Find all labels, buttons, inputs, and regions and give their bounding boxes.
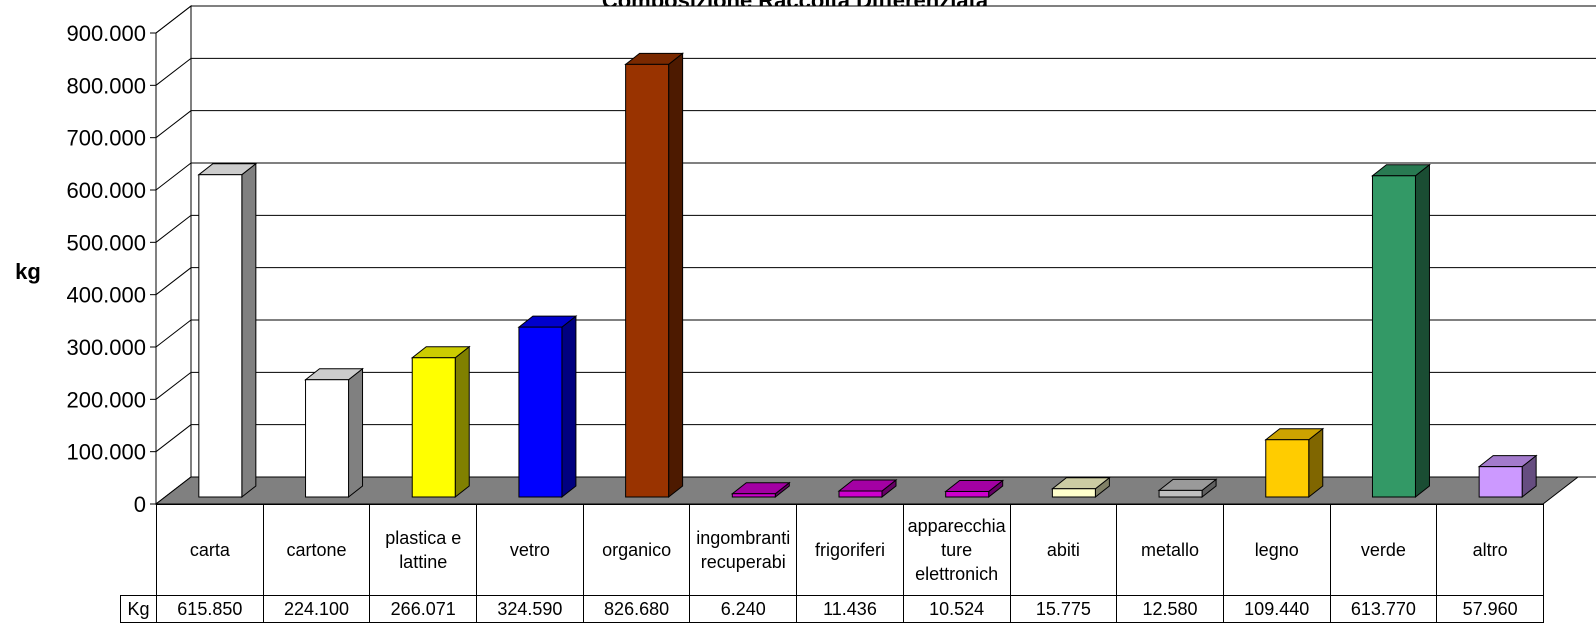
bar-front — [1265, 439, 1310, 498]
value-label: 10.524 — [902, 595, 1011, 623]
bar — [517, 315, 578, 499]
bar-front — [1371, 175, 1416, 498]
grid-line — [155, 267, 1596, 296]
value-label: 613.770 — [1329, 595, 1438, 623]
grid-line — [155, 214, 1596, 243]
y-tick-label: 900.000 — [66, 21, 146, 46]
data-table: carta cartone plastica e lattine vetro organ… — [120, 504, 1544, 623]
category-label: apparecchiature elettronich — [902, 504, 1011, 596]
grid-line — [155, 319, 1596, 348]
bar — [1371, 163, 1431, 499]
bar-front — [1478, 466, 1523, 498]
y-tick-label: 800.000 — [66, 73, 146, 98]
bar — [944, 479, 1005, 499]
bar-side — [241, 162, 257, 499]
value-label: 6.240 — [689, 595, 798, 623]
bar-front — [305, 379, 350, 498]
y-tick-label: 600.000 — [66, 178, 146, 203]
category-label: cartone — [262, 504, 371, 596]
value-label: 15.775 — [1009, 595, 1118, 623]
bar-front — [838, 490, 883, 498]
category-label: metallo — [1116, 504, 1224, 596]
category-label: organico — [582, 504, 691, 596]
bar-side — [454, 345, 470, 499]
grid-line — [155, 371, 1596, 400]
grid-line — [155, 110, 1596, 139]
bar — [1157, 478, 1218, 499]
bar-side — [1414, 163, 1430, 499]
y-tick-label: 100.000 — [66, 440, 146, 465]
bar-front — [625, 63, 670, 498]
bar — [1477, 454, 1538, 499]
y-tick-label: 700.000 — [66, 126, 146, 151]
bar-front — [1051, 488, 1096, 498]
bar-front — [198, 174, 243, 498]
value-label: 109.440 — [1222, 595, 1331, 623]
value-label: 224.100 — [262, 595, 371, 623]
bar-side — [561, 315, 577, 499]
grid-line — [155, 162, 1596, 191]
y-tick-label: 300.000 — [66, 335, 146, 360]
value-label: 324.590 — [476, 595, 584, 623]
value-label: 12.580 — [1116, 595, 1224, 623]
value-label: 57.960 — [1436, 595, 1544, 623]
value-label: 615.850 — [156, 595, 264, 623]
grid-line — [155, 5, 1596, 34]
bar-side — [1308, 427, 1324, 499]
bar — [410, 345, 471, 499]
bar-front — [945, 490, 990, 498]
row-header: Kg — [120, 595, 157, 623]
category-label: altro — [1436, 504, 1544, 596]
bar-side — [668, 52, 684, 499]
bar — [837, 478, 898, 499]
category-label: verde — [1329, 504, 1438, 596]
bar — [624, 52, 685, 499]
grid-line — [155, 424, 1596, 453]
bar — [730, 481, 791, 499]
category-label: plastica e lattine — [369, 504, 478, 596]
bar — [1264, 427, 1325, 499]
bar — [1050, 476, 1111, 499]
value-label: 826.680 — [582, 595, 691, 623]
value-label: 11.436 — [796, 595, 904, 623]
y-axis-label: kg — [15, 259, 41, 284]
y-tick-label: 500.000 — [66, 230, 146, 255]
category-label: frigoriferi — [796, 504, 904, 596]
bar — [197, 162, 258, 499]
y-tick-label: 200.000 — [66, 387, 146, 412]
bar-front — [518, 326, 563, 498]
value-label: 266.071 — [369, 595, 478, 623]
bar-front — [1158, 489, 1203, 498]
bar-front — [411, 357, 456, 498]
category-label: abiti — [1009, 504, 1118, 596]
y-tick-label: 400.000 — [66, 283, 146, 308]
empty-cell — [120, 504, 157, 596]
category-label: ingombranti recuperabi — [689, 504, 798, 596]
bar-side — [348, 367, 364, 499]
bar — [304, 367, 364, 499]
bar-front — [731, 493, 776, 498]
grid-line — [155, 57, 1596, 86]
category-label: legno — [1222, 504, 1331, 596]
category-label: carta — [156, 504, 264, 596]
category-label: vetro — [476, 504, 584, 596]
